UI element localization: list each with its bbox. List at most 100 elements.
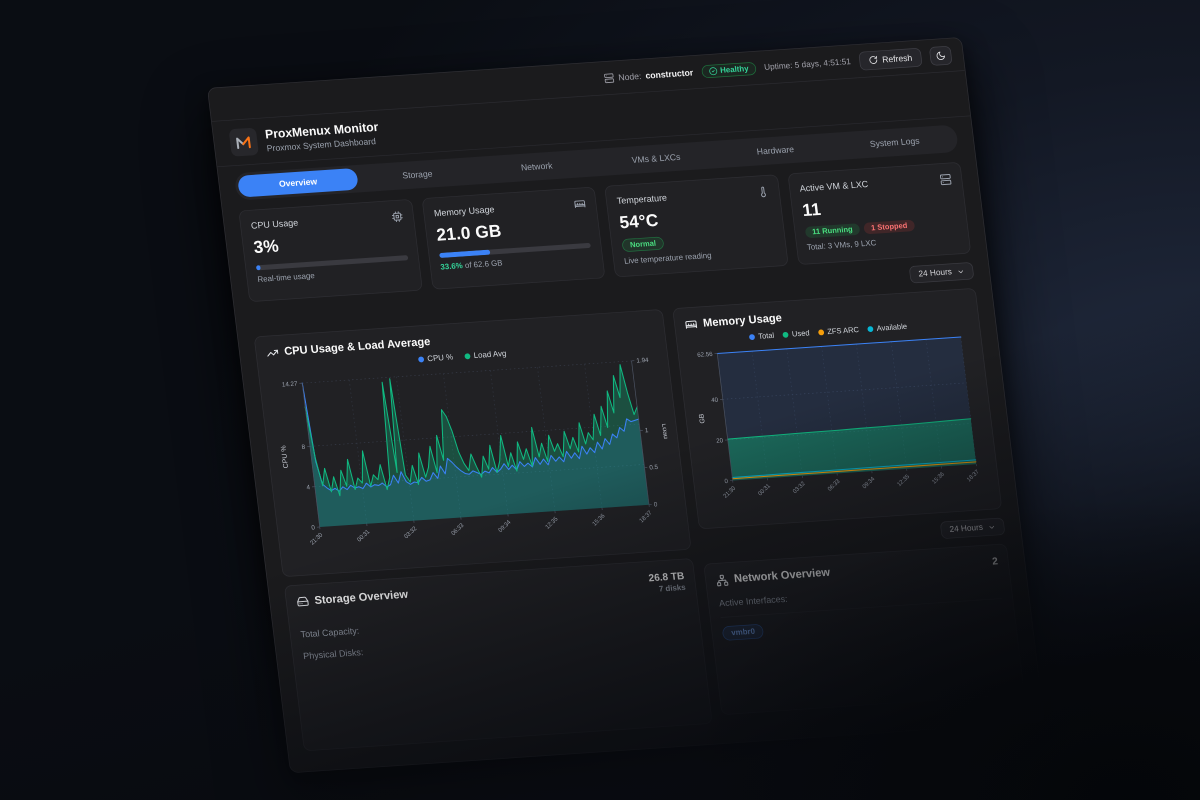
storage-capacity-label: Total Capacity: bbox=[300, 625, 360, 640]
proxmenux-logo-icon bbox=[236, 136, 251, 150]
trending-up-icon bbox=[267, 349, 279, 357]
temperature-card: Temperature 54°C Normal Live temperature… bbox=[604, 174, 789, 278]
charts-grid: CPU Usage & Load Average CPU % Load Avg … bbox=[253, 287, 1026, 752]
memory-icon bbox=[574, 200, 586, 208]
server-icon bbox=[604, 73, 615, 83]
moon-icon bbox=[936, 51, 945, 60]
svg-text:1: 1 bbox=[645, 427, 650, 434]
hard-drive-icon bbox=[297, 597, 309, 607]
time-range-select[interactable]: 24 Hours bbox=[909, 261, 975, 284]
storage-overview-card: Storage Overview 26.8 TB 7 disks Total C… bbox=[283, 558, 713, 752]
refresh-icon bbox=[869, 55, 878, 64]
svg-text:4: 4 bbox=[306, 484, 311, 491]
uptime-text: Uptime: 5 days, 4:51:51 bbox=[763, 57, 852, 72]
memory-total-text: of 62.6 GB bbox=[464, 258, 503, 271]
tab-system-logs[interactable]: System Logs bbox=[869, 135, 921, 150]
svg-text:15:36: 15:36 bbox=[932, 471, 946, 485]
tab-hardware[interactable]: Hardware bbox=[756, 144, 795, 157]
node-value: constructor bbox=[644, 67, 694, 81]
server-stack-icon bbox=[939, 174, 952, 186]
cpu-load-chart: 0 4 8 14.27 0 0.5 1 1.94 21:30 00:31 03:32 06:33 09:… bbox=[280, 357, 669, 547]
network-interface-badge[interactable]: vmbr0 bbox=[721, 623, 765, 642]
memory-chart: 0 20 40 62.56 21:30 00:31 03:32 06:33 09:34 12:35… bbox=[697, 336, 981, 500]
storage-title: Storage Overview bbox=[313, 588, 409, 607]
svg-text:14.27: 14.27 bbox=[282, 381, 299, 389]
network-time-range-value: 24 Hours bbox=[949, 523, 984, 535]
memory-usage-value: 21.0 GB bbox=[435, 221, 503, 246]
svg-text:06:33: 06:33 bbox=[451, 522, 466, 537]
right-column: Memory Usage Total Used ZFS ARC Availabl… bbox=[672, 287, 1025, 716]
network-interface-count: 2 bbox=[991, 555, 999, 567]
svg-text:03:32: 03:32 bbox=[792, 481, 806, 495]
legend-cpu-percent: CPU % bbox=[426, 352, 454, 364]
svg-text:8: 8 bbox=[301, 444, 306, 451]
legend-available: Available bbox=[876, 322, 908, 333]
vm-running-badge: 11 Running bbox=[804, 223, 861, 239]
svg-text:12:35: 12:35 bbox=[545, 516, 560, 531]
refresh-button[interactable]: Refresh bbox=[858, 47, 923, 71]
network-time-range-select[interactable]: 24 Hours bbox=[940, 517, 1006, 540]
dashboard-window: Node: constructor Healthy Uptime: 5 days… bbox=[207, 37, 1045, 774]
active-vm-card: Active VM & LXC 11 11 Running 1 Stopped … bbox=[787, 161, 972, 266]
vm-card-label: Active VM & LXC bbox=[799, 179, 869, 194]
memory-chart-title: Memory Usage bbox=[702, 311, 783, 330]
svg-text:03:32: 03:32 bbox=[404, 526, 419, 540]
node-label: Node: bbox=[617, 70, 642, 83]
temperature-value: 54°C bbox=[618, 210, 660, 233]
svg-text:18:37: 18:37 bbox=[966, 469, 980, 483]
cpu-card-label: CPU Usage bbox=[250, 217, 299, 231]
network-overview-card: Network Overview 2 Active Interfaces: vm… bbox=[703, 543, 1025, 716]
svg-text:Load: Load bbox=[660, 423, 669, 439]
time-range-value: 24 Hours bbox=[918, 267, 953, 279]
legend-zfs-arc: ZFS ARC bbox=[826, 325, 860, 337]
tab-overview[interactable]: Overview bbox=[237, 167, 360, 198]
node-indicator: Node: constructor bbox=[604, 67, 694, 83]
svg-text:12:35: 12:35 bbox=[897, 474, 911, 488]
refresh-label: Refresh bbox=[881, 52, 913, 65]
chevron-down-icon bbox=[989, 525, 995, 529]
thermometer-icon bbox=[760, 186, 766, 198]
network-interfaces-label: Active Interfaces: bbox=[718, 593, 789, 609]
svg-text:00:31: 00:31 bbox=[357, 529, 372, 543]
memory-used-percent: 33.6% bbox=[439, 261, 464, 272]
cpu-usage-card: CPU Usage 3% Real-time usage bbox=[238, 199, 423, 303]
tab-vms-lxcs[interactable]: VMs & LXCs bbox=[631, 151, 681, 166]
memory-chart-card: Memory Usage Total Used ZFS ARC Availabl… bbox=[672, 287, 1003, 530]
memory-card-label: Memory Usage bbox=[433, 204, 496, 219]
app-logo bbox=[228, 127, 259, 157]
vm-count-value: 11 bbox=[801, 199, 823, 221]
svg-text:09:34: 09:34 bbox=[498, 519, 513, 534]
storage-disk-count: 7 disks bbox=[658, 583, 687, 594]
cpu-load-chart-card: CPU Usage & Load Average CPU % Load Avg … bbox=[253, 309, 692, 577]
svg-text:21:30: 21:30 bbox=[310, 532, 325, 547]
svg-text:0: 0 bbox=[654, 501, 659, 508]
legend-total: Total bbox=[757, 331, 775, 341]
left-column: CPU Usage & Load Average CPU % Load Avg … bbox=[253, 309, 713, 752]
svg-text:0: 0 bbox=[311, 524, 316, 531]
svg-text:GB: GB bbox=[699, 413, 707, 424]
vm-stopped-badge: 1 Stopped bbox=[863, 219, 916, 235]
svg-text:18:37: 18:37 bbox=[639, 510, 654, 524]
network-icon bbox=[717, 574, 729, 587]
svg-text:62.56: 62.56 bbox=[697, 351, 714, 359]
svg-text:CPU %: CPU % bbox=[280, 445, 290, 468]
svg-text:21:30: 21:30 bbox=[723, 486, 737, 500]
health-label: Healthy bbox=[719, 64, 750, 75]
theme-toggle-button[interactable] bbox=[928, 45, 953, 66]
check-circle-icon bbox=[709, 66, 717, 75]
legend-used: Used bbox=[791, 328, 811, 339]
svg-text:09:34: 09:34 bbox=[862, 476, 877, 491]
network-title: Network Overview bbox=[733, 566, 831, 586]
temperature-status-badge: Normal bbox=[621, 236, 665, 253]
tab-network[interactable]: Network bbox=[520, 160, 554, 173]
svg-text:15:36: 15:36 bbox=[592, 513, 607, 528]
memory-chart-icon bbox=[685, 320, 698, 329]
legend-load-avg: Load Avg bbox=[473, 349, 507, 361]
cpu-icon bbox=[391, 211, 403, 223]
chevron-down-icon bbox=[958, 269, 963, 273]
storage-total-capacity: 26.8 TB bbox=[647, 569, 685, 584]
svg-text:06:33: 06:33 bbox=[827, 479, 841, 493]
memory-usage-card: Memory Usage 21.0 GB 33.6% of 62.6 GB bbox=[421, 186, 606, 290]
tab-storage[interactable]: Storage bbox=[401, 168, 433, 181]
